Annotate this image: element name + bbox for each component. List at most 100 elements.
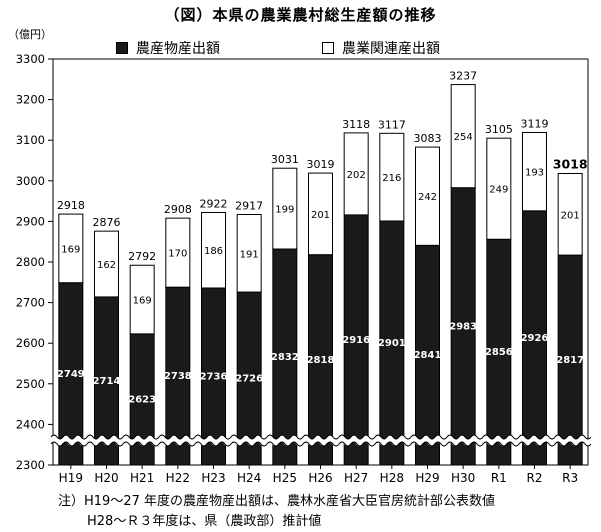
bar-primary bbox=[272, 248, 298, 466]
data-label-primary: 2926 bbox=[521, 333, 549, 344]
y-tick-label: 2500 bbox=[16, 377, 45, 391]
bar-related bbox=[236, 213, 262, 293]
data-label-primary: 2856 bbox=[485, 347, 513, 358]
data-label-primary: 2738 bbox=[164, 371, 192, 382]
bar-related bbox=[165, 217, 191, 288]
x-tick-label: H24 bbox=[237, 471, 261, 485]
y-axis-unit: （億円） bbox=[8, 28, 52, 41]
chart-title: （図）本県の農業農村総生産額の推移 bbox=[164, 6, 437, 24]
data-label-related: 170 bbox=[168, 249, 187, 260]
bar-primary bbox=[308, 254, 333, 466]
data-label-total: 3031 bbox=[271, 153, 299, 166]
x-tick-label: H28 bbox=[380, 471, 404, 485]
axis-break-line-lower bbox=[50, 441, 592, 447]
x-tick-label: H20 bbox=[94, 471, 118, 485]
legend-label-primary: 農産物産出額 bbox=[136, 41, 220, 57]
data-label-related: 249 bbox=[489, 185, 508, 196]
data-label-primary: 2817 bbox=[556, 355, 584, 366]
data-label-primary: 2623 bbox=[128, 394, 156, 405]
footnote-1: 注）H19～27 年度の農産物産出額は、農林水産省大臣官房統計部公表数値 bbox=[58, 494, 495, 509]
data-label-total: 2918 bbox=[57, 199, 85, 212]
y-tick-label: 2700 bbox=[16, 296, 45, 310]
bar-related bbox=[272, 167, 298, 250]
stacked-bar-chart: 2300 2400 2500 2600 2700 2800 2900 3000 3100 3200… bbox=[16, 52, 592, 485]
y-tick-label: 2800 bbox=[16, 255, 45, 269]
data-label-total: 3018 bbox=[553, 156, 588, 171]
data-label-total: 3118 bbox=[342, 118, 370, 131]
data-label-related: 254 bbox=[454, 132, 473, 143]
bar-primary bbox=[343, 214, 369, 466]
bar-related bbox=[308, 172, 333, 256]
bar-related bbox=[58, 213, 84, 284]
data-label-primary: 2983 bbox=[449, 321, 477, 332]
x-tick-label: H21 bbox=[130, 471, 154, 485]
footnote-2: H28～Ｒ３年度は、県（農政部）推計値 bbox=[87, 514, 322, 529]
bar-primary bbox=[415, 244, 440, 466]
data-label-related: 202 bbox=[347, 170, 366, 181]
data-label-primary: 2818 bbox=[307, 355, 335, 366]
bar-related bbox=[450, 84, 476, 189]
y-tick-label: 2300 bbox=[16, 458, 45, 472]
x-tick-label: H27 bbox=[344, 471, 368, 485]
data-label-total: 3237 bbox=[449, 70, 477, 83]
data-label-total: 2908 bbox=[164, 203, 192, 216]
bar-related bbox=[522, 131, 547, 212]
data-label-related: 162 bbox=[97, 260, 116, 271]
data-label-total: 2876 bbox=[93, 216, 121, 229]
bar-primary bbox=[379, 220, 405, 466]
x-tick-label: H22 bbox=[166, 471, 190, 485]
axis-break-line-upper bbox=[50, 434, 592, 440]
legend-item-primary: 農産物産出額 bbox=[116, 38, 220, 58]
x-tick-label: R3 bbox=[562, 471, 578, 485]
data-label-related: 199 bbox=[275, 205, 294, 216]
y-tick-label: 2600 bbox=[16, 336, 45, 350]
data-label-related: 186 bbox=[204, 246, 223, 257]
y-tick-label: 3200 bbox=[16, 93, 45, 107]
data-label-primary: 2749 bbox=[57, 369, 85, 380]
y-tick-label: 3300 bbox=[16, 52, 45, 66]
x-tick-label: H25 bbox=[273, 471, 297, 485]
bar-primary bbox=[450, 187, 476, 466]
data-label-related: 201 bbox=[561, 210, 580, 221]
data-label-total: 3119 bbox=[521, 117, 549, 130]
bar-related bbox=[201, 211, 226, 289]
data-label-related: 242 bbox=[418, 192, 437, 203]
bar-related bbox=[379, 132, 405, 222]
bar-related bbox=[129, 264, 155, 335]
x-tick-label: H23 bbox=[201, 471, 225, 485]
data-label-primary: 2726 bbox=[235, 374, 263, 385]
y-tick-label: 2900 bbox=[16, 214, 45, 228]
data-label-primary: 2736 bbox=[200, 371, 228, 382]
y-tick-label: 3100 bbox=[16, 133, 45, 147]
x-tick-label: H26 bbox=[308, 471, 332, 485]
y-tick-label: 2400 bbox=[16, 417, 45, 431]
bar-related bbox=[343, 132, 369, 216]
data-label-related: 193 bbox=[525, 168, 544, 179]
data-label-related: 169 bbox=[133, 296, 152, 307]
y-tick-label: 3000 bbox=[16, 174, 45, 188]
data-label-total: 2792 bbox=[128, 250, 156, 263]
data-label-primary: 2832 bbox=[271, 352, 299, 363]
data-label-total: 3083 bbox=[414, 132, 442, 145]
x-tick-label: H19 bbox=[59, 471, 83, 485]
data-label-primary: 2714 bbox=[93, 376, 121, 387]
x-tick-label: H30 bbox=[451, 471, 475, 485]
data-label-related: 169 bbox=[61, 244, 80, 255]
legend-label-related: 農業関連産出額 bbox=[342, 41, 440, 57]
x-tick-label: R1 bbox=[491, 471, 507, 485]
data-label-primary: 2916 bbox=[342, 335, 370, 346]
bar-related bbox=[415, 146, 440, 246]
data-label-primary: 2841 bbox=[414, 350, 442, 361]
data-label-related: 201 bbox=[311, 210, 330, 221]
bar-related bbox=[94, 230, 119, 298]
data-label-total: 3117 bbox=[378, 118, 406, 131]
bar-related bbox=[557, 172, 583, 256]
data-label-related: 216 bbox=[382, 173, 401, 184]
data-label-related: 191 bbox=[240, 249, 259, 260]
legend-item-related: 農業関連産出額 bbox=[322, 38, 440, 58]
legend-swatch-white bbox=[322, 42, 334, 54]
x-tick-label: R2 bbox=[527, 471, 543, 485]
legend-swatch-black bbox=[116, 42, 128, 54]
x-tick-label: H29 bbox=[415, 471, 439, 485]
data-label-total: 2922 bbox=[200, 197, 228, 210]
